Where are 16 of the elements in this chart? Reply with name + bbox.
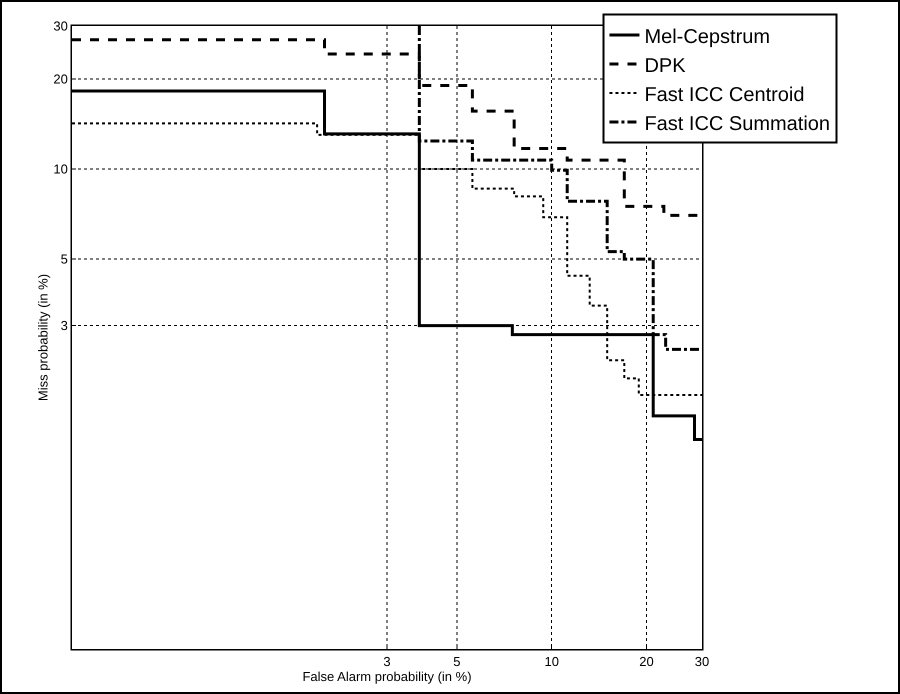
x-tick-label: 20: [639, 654, 654, 670]
y-tick-label: 10: [53, 162, 68, 177]
x-tick-label: 3: [383, 654, 391, 670]
legend-label: Fast ICC Centroid: [644, 84, 805, 106]
y-tick-label: 3: [60, 318, 68, 334]
legend-label: Mel-Cepstrum: [644, 26, 770, 48]
legend-label: DPK: [644, 54, 686, 77]
y-axis-title: Miss probability (in %): [36, 274, 51, 402]
y-tick-label: 30: [53, 18, 68, 34]
y-tick-label: 20: [53, 71, 68, 86]
y-tick-label: 5: [60, 252, 68, 267]
x-tick-label: 10: [544, 654, 559, 670]
legend-label: Fast ICC Summation: [644, 112, 830, 135]
x-tick-label: 5: [453, 654, 460, 670]
x-axis-title: False Alarm probability (in %): [302, 669, 472, 684]
x-tick-label: 30: [694, 654, 710, 670]
